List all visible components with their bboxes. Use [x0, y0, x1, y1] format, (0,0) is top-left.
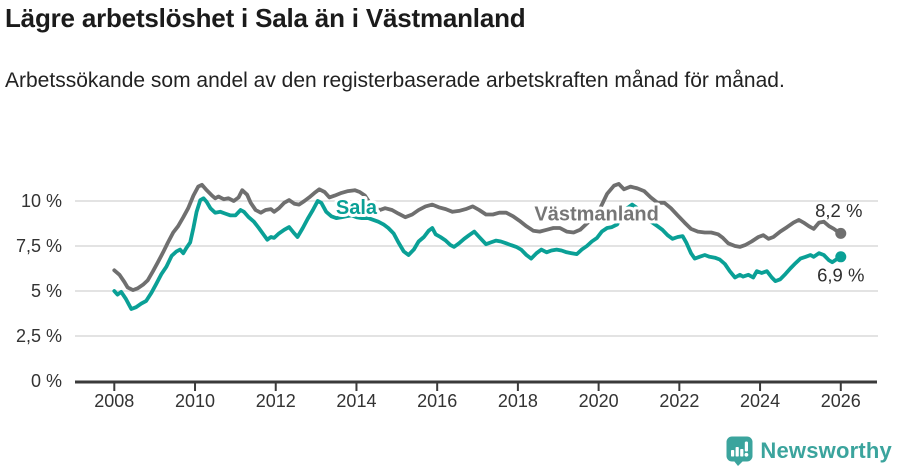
chart-subtitle: Arbetssökande som andel av den registerb…: [5, 69, 785, 92]
x-tick-label: 2010: [175, 391, 215, 411]
x-tick-label: 2024: [740, 391, 780, 411]
newsworthy-logo-icon: [726, 436, 753, 466]
y-tick-label: 7,5 %: [16, 236, 62, 256]
x-tick-label: 2008: [94, 391, 134, 411]
series-line-sala: [112, 196, 843, 311]
x-tick-label: 2022: [659, 391, 699, 411]
series-end-dot-västmanland: [835, 227, 847, 239]
series-label-sala: Sala: [336, 197, 378, 219]
y-tick-label: 5 %: [31, 281, 62, 301]
y-tick-label: 2,5 %: [16, 326, 62, 346]
brand-wordmark: Newsworthy: [760, 438, 892, 463]
end-value-label-sala: 6,9 %: [817, 264, 864, 285]
y-tick-label: 0 %: [31, 371, 62, 391]
x-tick-label: 2026: [821, 391, 861, 411]
x-tick-label: 2014: [336, 391, 376, 411]
page-title: Lägre arbetslöshet i Sala än i Västmanla…: [5, 3, 526, 33]
y-tick-label: 10 %: [21, 191, 62, 211]
brand-footer: Newsworthy: [726, 436, 892, 466]
series-label-västmanland: Västmanland: [534, 204, 658, 226]
x-tick-label: 2016: [417, 391, 457, 411]
x-tick-label: 2020: [579, 391, 619, 411]
x-tick-label: 2012: [256, 391, 296, 411]
end-value-label-västmanland: 8,2 %: [815, 200, 862, 221]
series-line-västmanland: [112, 181, 843, 293]
series-end-dot-sala: [835, 251, 847, 263]
x-tick-label: 2018: [498, 391, 538, 411]
